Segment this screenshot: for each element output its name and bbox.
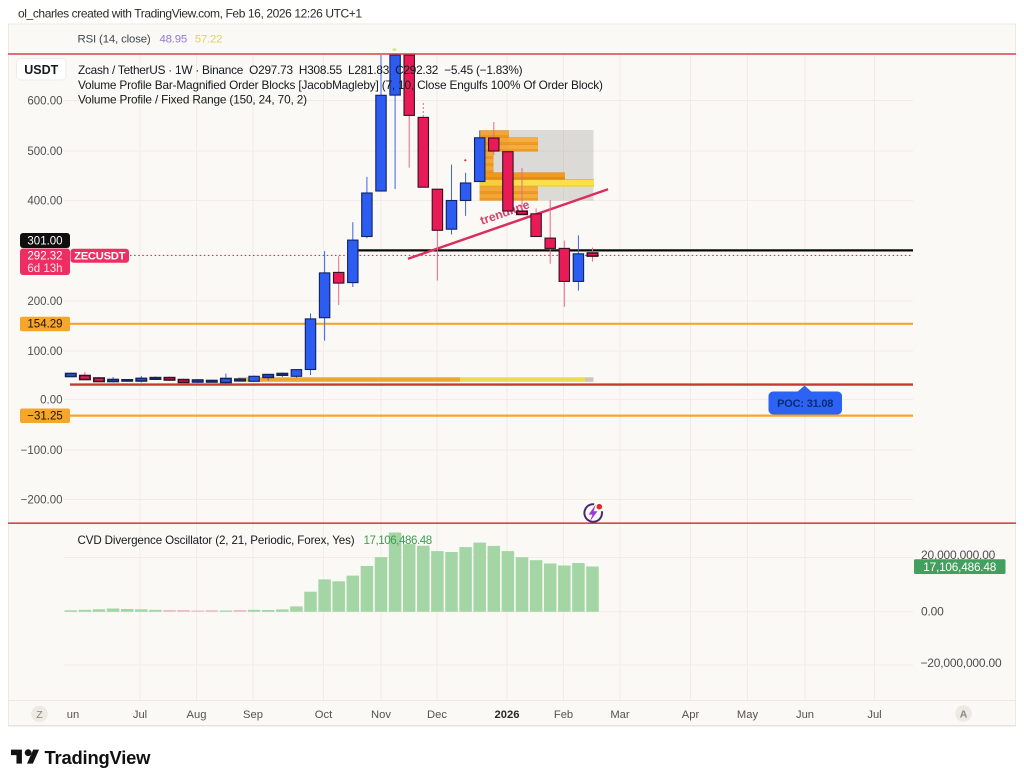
svg-text:POC: 31.08: POC: 31.08 — [777, 398, 833, 410]
svg-text:RSI (14, close): RSI (14, close) — [78, 33, 151, 45]
svg-text:400.00: 400.00 — [27, 196, 62, 208]
svg-text:ZECUSDT: ZECUSDT — [74, 251, 125, 263]
svg-text:Jul: Jul — [133, 709, 147, 721]
svg-text:−200.00: −200.00 — [21, 495, 63, 507]
svg-text:TradingView: TradingView — [45, 747, 152, 768]
svg-text:200.00: 200.00 — [27, 296, 62, 308]
svg-text:17,106,486.48: 17,106,486.48 — [364, 534, 432, 547]
svg-text:100.00: 100.00 — [27, 346, 62, 358]
svg-text:0.00: 0.00 — [40, 395, 62, 407]
svg-text:57.22: 57.22 — [195, 33, 223, 45]
svg-text:6d 13h: 6d 13h — [27, 263, 62, 275]
svg-text:20,000,000.00: 20,000,000.00 — [921, 548, 996, 562]
svg-text:Oct: Oct — [315, 709, 333, 721]
svg-text:May: May — [737, 709, 759, 721]
svg-text:A: A — [960, 709, 968, 721]
svg-text:−31.25: −31.25 — [27, 410, 63, 422]
svg-text:154.29: 154.29 — [27, 319, 62, 331]
svg-text:−100.00: −100.00 — [21, 445, 63, 457]
svg-text:ol_charles created with Tradin: ol_charles created with TradingView.com,… — [18, 7, 362, 21]
svg-text:Z: Z — [36, 709, 43, 721]
svg-text:CVD Divergence Oscillator (2,: CVD Divergence Oscillator (2, 21, Period… — [78, 534, 355, 547]
svg-text:Apr: Apr — [682, 709, 700, 721]
svg-text:Sep: Sep — [243, 709, 263, 721]
svg-text:Nov: Nov — [371, 709, 391, 721]
svg-text:301.00: 301.00 — [27, 235, 62, 247]
svg-text:0.00: 0.00 — [921, 605, 944, 619]
svg-text:48.95: 48.95 — [160, 33, 188, 45]
svg-text:500.00: 500.00 — [27, 146, 62, 158]
svg-text:Zcash / TetherUS · 1W · Binanc: Zcash / TetherUS · 1W · Binance O297.73 … — [78, 63, 523, 77]
svg-text:Dec: Dec — [427, 709, 447, 721]
svg-text:Jun: Jun — [796, 709, 814, 721]
svg-text:292.32: 292.32 — [27, 250, 62, 262]
svg-text:Volume Profile Bar-Magnified O: Volume Profile Bar-Magnified Order Block… — [78, 78, 603, 92]
svg-text:2026: 2026 — [495, 709, 520, 721]
svg-text:600.00: 600.00 — [27, 96, 62, 108]
svg-text:USDT: USDT — [24, 63, 58, 77]
svg-text:Volume Profile / Fixed Range (: Volume Profile / Fixed Range (150, 24, 7… — [78, 93, 307, 107]
svg-text:Jul: Jul — [867, 709, 881, 721]
svg-text:−20,000,000.00: −20,000,000.00 — [921, 656, 1002, 670]
svg-text:Feb: Feb — [554, 709, 573, 721]
svg-text:17,106,486.48: 17,106,486.48 — [923, 560, 996, 574]
svg-text:Mar: Mar — [610, 709, 630, 721]
svg-text:un: un — [67, 709, 79, 721]
svg-text:Aug: Aug — [187, 709, 207, 721]
